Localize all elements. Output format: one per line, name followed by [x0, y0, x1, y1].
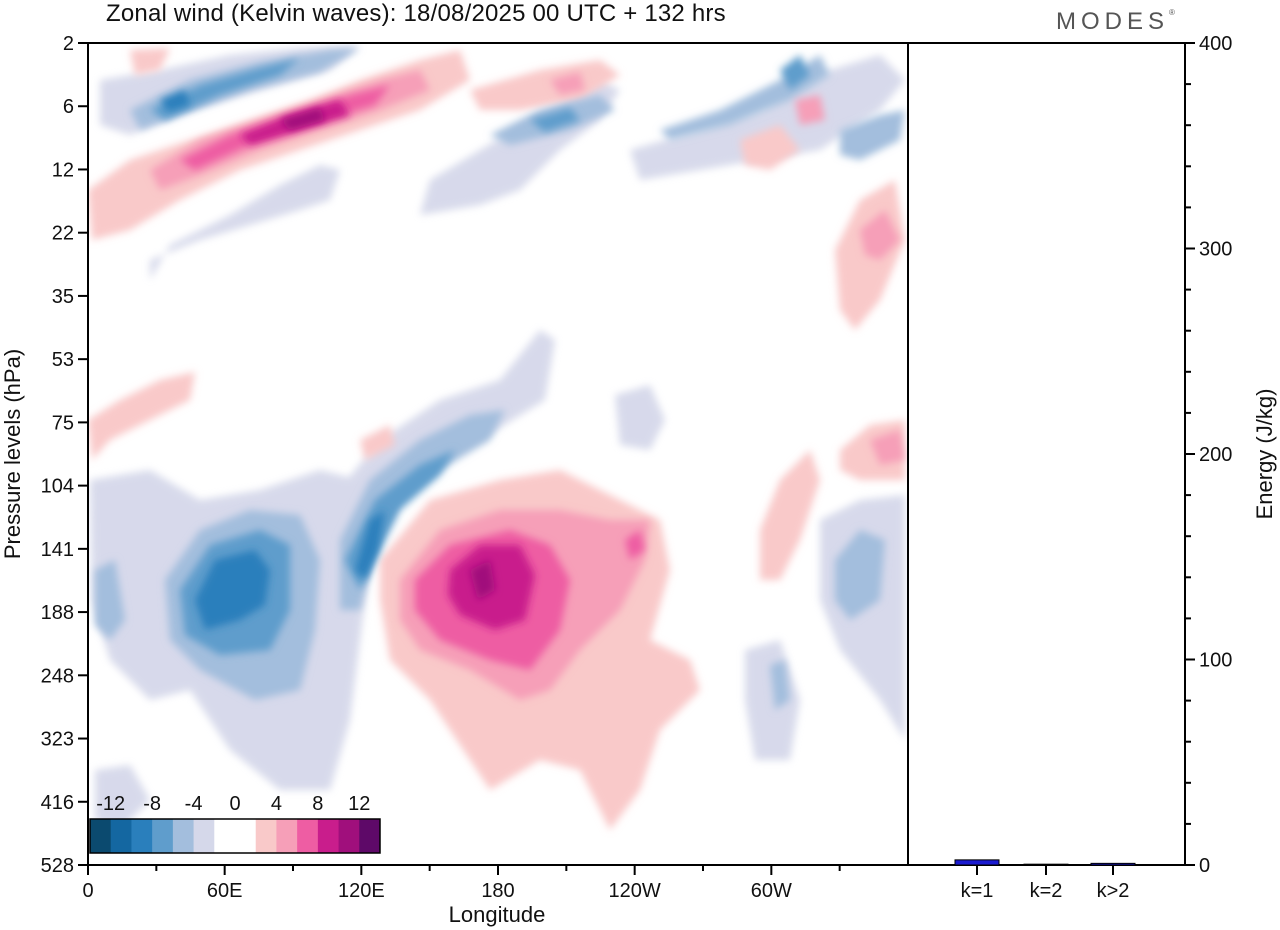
energy-bar-k=1	[954, 859, 1000, 866]
contour-pos-weak	[88, 372, 195, 460]
y-tick-label: 323	[41, 729, 74, 751]
contour-neg-weak	[615, 385, 665, 450]
colorbar-swatch	[214, 819, 236, 853]
y-axis-label: Pressure levels (hPa)	[0, 349, 25, 559]
colorbar-label: -8	[143, 793, 161, 815]
contour-pos-weak	[760, 450, 820, 580]
x-tick-label: 0	[82, 880, 93, 902]
energy-axis-label: Energy (J/kg)	[1252, 389, 1277, 520]
colorbar-label: -12	[96, 793, 125, 815]
contour-pos-12	[280, 108, 325, 130]
y-tick-label: 104	[41, 476, 74, 498]
colorbar-swatch	[276, 819, 298, 853]
contour-neg-4	[770, 660, 790, 710]
contour-neg-8	[195, 550, 270, 630]
colorbar-swatch	[317, 819, 340, 853]
contour-neg-8	[355, 510, 385, 580]
y-tick-label: 53	[52, 349, 74, 371]
modes-logo: MODES®	[1056, 8, 1175, 36]
colorbar-label: -4	[185, 793, 203, 815]
y-tick-label: 416	[41, 792, 74, 814]
bar-category-label: k=1	[961, 880, 994, 902]
y-tick-label: 248	[41, 665, 74, 687]
bar-category-label: k=2	[1030, 880, 1063, 902]
contour-neg-4	[840, 110, 905, 160]
colorbar-label: 4	[271, 793, 282, 815]
energy-panel-frame	[907, 42, 1186, 866]
chart-title: Zonal wind (Kelvin waves): 18/08/2025 00…	[106, 0, 726, 27]
colorbar-swatch	[338, 819, 360, 853]
y-tick-label: 2	[63, 33, 74, 55]
colorbar-swatch	[90, 819, 112, 853]
energy-tick-label: 0	[1199, 855, 1210, 877]
colorbar-swatch	[193, 819, 215, 853]
contour-neg-6	[530, 108, 580, 132]
energy-bars: k=1 k=2 k>2	[954, 859, 1136, 902]
y-tick-label: 12	[52, 159, 74, 181]
colorbar-swatch	[235, 819, 257, 853]
colorbar-label: 0	[229, 793, 240, 815]
y-tick-label: 75	[52, 412, 74, 434]
contour-neg-4	[95, 560, 125, 640]
longitude-axis: 0 60E 120E 180 120W 60W	[82, 865, 841, 902]
x-axis-label: Longitude	[449, 902, 546, 927]
y-tick-label: 141	[41, 539, 74, 561]
contour-pos-4	[870, 430, 905, 465]
contour-pos-weak	[470, 60, 620, 110]
energy-tick-label: 300	[1199, 239, 1232, 261]
colorbar: -12 -8 -4 0 4 8 12	[89, 793, 381, 854]
x-tick-label: 60E	[207, 880, 243, 902]
colorbar-swatch	[255, 819, 277, 853]
bar-category-label: k>2	[1097, 880, 1130, 902]
energy-bar-k>2	[1090, 862, 1136, 866]
x-tick-label: 120E	[338, 880, 385, 902]
colorbar-label: 12	[348, 793, 370, 815]
wind-field	[88, 43, 908, 865]
y-tick-label: 22	[52, 223, 74, 245]
colorbar-frame	[89, 818, 381, 854]
colorbar-swatch	[152, 819, 174, 853]
contour-pos-8	[625, 530, 645, 560]
colorbar-swatch	[297, 819, 319, 853]
contour-pos-weak	[360, 425, 395, 460]
contour-pos-4	[795, 95, 825, 125]
x-tick-label: 180	[481, 880, 514, 902]
contour-pos-12	[470, 560, 495, 600]
colorbar-label: 8	[312, 793, 323, 815]
x-tick-label: 120W	[609, 880, 661, 902]
contour-neg-6	[780, 55, 810, 90]
colorbar-swatch	[172, 819, 195, 853]
contour-pos-weak	[130, 48, 170, 75]
contour-neg-weak	[95, 765, 150, 830]
contour-pos-4	[550, 72, 585, 95]
brand-mark: ®	[1169, 8, 1175, 17]
y-tick-label: 188	[41, 602, 74, 624]
y-tick-label: 35	[52, 286, 74, 308]
energy-tick-label: 200	[1199, 444, 1232, 466]
y-tick-label: 6	[63, 96, 74, 118]
colorbar-swatch	[110, 819, 132, 853]
x-tick-label: 60W	[751, 880, 792, 902]
y-tick-label: 528	[41, 855, 74, 877]
pressure-axis: 2 6 12 22 35 53 75 104 141 188 248 323 416 528	[41, 33, 88, 877]
brand-text: MODES	[1056, 8, 1170, 35]
contour-neg-weak	[630, 55, 905, 180]
contour-pos-4	[860, 210, 900, 260]
energy-axis: 0 100 200 300 400	[1185, 33, 1232, 877]
contour-pos-weak	[740, 125, 800, 170]
energy-tick-label: 100	[1199, 650, 1232, 672]
colorbar-swatch	[359, 819, 381, 853]
contour-neg-weak	[150, 165, 340, 280]
colorbar-swatch	[131, 819, 153, 853]
contour-neg-8	[160, 90, 190, 112]
energy-tick-label: 400	[1199, 33, 1232, 55]
contour-neg-4	[835, 530, 885, 620]
